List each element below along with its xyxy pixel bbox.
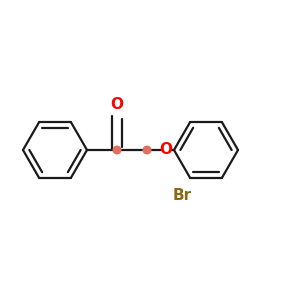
Text: O: O — [110, 97, 124, 112]
Circle shape — [143, 146, 151, 154]
Text: O: O — [160, 142, 172, 158]
Text: Br: Br — [172, 188, 192, 203]
Circle shape — [113, 146, 121, 154]
